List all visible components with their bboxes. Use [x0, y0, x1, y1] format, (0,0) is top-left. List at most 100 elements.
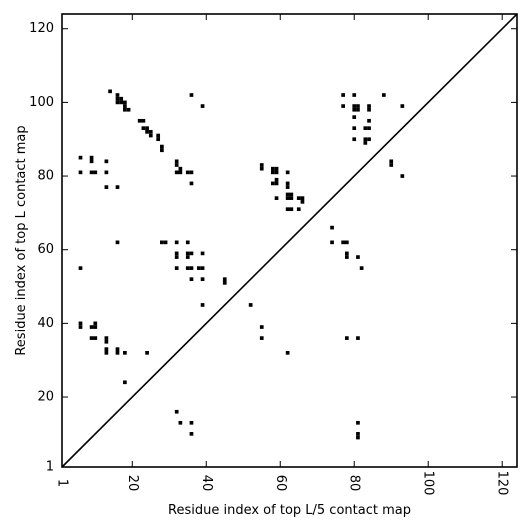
contact-point [367, 126, 371, 131]
contact-point [344, 336, 349, 340]
contact-point [189, 93, 194, 97]
contact-point [78, 155, 83, 160]
y-tick-label: 40 [37, 316, 54, 331]
contact-point [259, 166, 264, 171]
contact-point [93, 321, 98, 326]
y-tick-label: 1 [46, 460, 54, 475]
contact-point [285, 185, 290, 189]
contact-point [104, 170, 109, 175]
contact-point [285, 181, 290, 186]
contact-point [189, 181, 194, 186]
contact-point [115, 100, 120, 105]
contact-point [341, 93, 345, 97]
contact-point [160, 144, 164, 149]
x-tick-label: 100 [421, 471, 436, 496]
contact-point [141, 118, 146, 123]
contact-point [185, 251, 190, 256]
contact-point [285, 170, 290, 175]
contact-point [115, 93, 120, 97]
contact-point [356, 432, 360, 436]
contact-point [363, 126, 368, 131]
contact-point [189, 420, 194, 425]
contact-point [285, 192, 290, 197]
contact-point [400, 104, 405, 108]
contact-point [119, 96, 124, 101]
contact-point [330, 225, 334, 230]
contact-point [189, 277, 194, 282]
contact-point [296, 207, 301, 212]
contact-point [200, 104, 205, 108]
contact-point [163, 240, 168, 245]
contact-point [115, 96, 120, 101]
contact-point [174, 159, 179, 164]
contact-point [352, 107, 357, 112]
contact-point [189, 432, 194, 436]
x-tick-label: 60 [273, 475, 288, 492]
x-axis-ticks: 1 20 40 60 80 100 120 [55, 14, 510, 495]
contact-point [259, 336, 264, 340]
contact-point [189, 266, 194, 270]
contact-point [89, 325, 94, 329]
contact-point [356, 420, 360, 425]
contact-point [174, 266, 179, 270]
contact-point [78, 325, 83, 329]
contact-point [185, 240, 190, 245]
contact-point [300, 196, 305, 200]
contact-point [156, 133, 161, 138]
contact-point [160, 240, 164, 245]
x-tick-label: 80 [347, 475, 362, 492]
contact-point [271, 166, 275, 171]
contact-point [259, 163, 264, 167]
contact-point [145, 130, 149, 134]
contact-point [200, 266, 205, 270]
contact-point [126, 107, 131, 112]
contact-point [330, 240, 334, 245]
contact-point [174, 255, 179, 259]
contact-point [285, 207, 290, 212]
contact-point [381, 93, 386, 97]
contact-point [296, 196, 301, 200]
contact-point [78, 321, 83, 326]
contact-point [185, 255, 190, 259]
contact-point [363, 141, 368, 145]
contact-point [93, 336, 98, 340]
contact-point [389, 159, 394, 164]
contact-point [367, 137, 371, 142]
contact-point [189, 170, 194, 175]
contact-point [285, 196, 290, 200]
contact-point [156, 137, 161, 142]
contact-point [189, 251, 194, 256]
contact-point [78, 266, 83, 270]
contact-point [123, 380, 127, 385]
contact-point [352, 115, 357, 119]
contact-point [274, 177, 279, 182]
y-tick-label: 80 [37, 169, 54, 184]
contact-point [108, 89, 112, 94]
x-tick-label: 120 [495, 471, 510, 496]
contact-point [356, 255, 360, 259]
y-tick-label: 20 [37, 390, 54, 405]
x-axis-label: Residue index of top L/5 contact map [168, 503, 411, 518]
contact-point [78, 170, 83, 175]
contact-point [352, 126, 357, 131]
contact-point [300, 199, 305, 204]
contact-point [148, 133, 153, 138]
contact-point [115, 240, 120, 245]
contact-point [145, 126, 149, 131]
contact-point [200, 277, 205, 282]
contact-point [178, 420, 183, 425]
contact-point [123, 107, 127, 112]
contact-point [341, 240, 345, 245]
contact-point [274, 181, 279, 186]
contact-point [352, 104, 357, 108]
contact-point [289, 207, 294, 212]
contact-point [222, 277, 227, 282]
contact-point [344, 251, 349, 256]
contact-point [274, 170, 279, 175]
contact-point [356, 107, 360, 112]
contact-point [274, 196, 279, 200]
contact-point [289, 196, 294, 200]
contact-point [89, 336, 94, 340]
